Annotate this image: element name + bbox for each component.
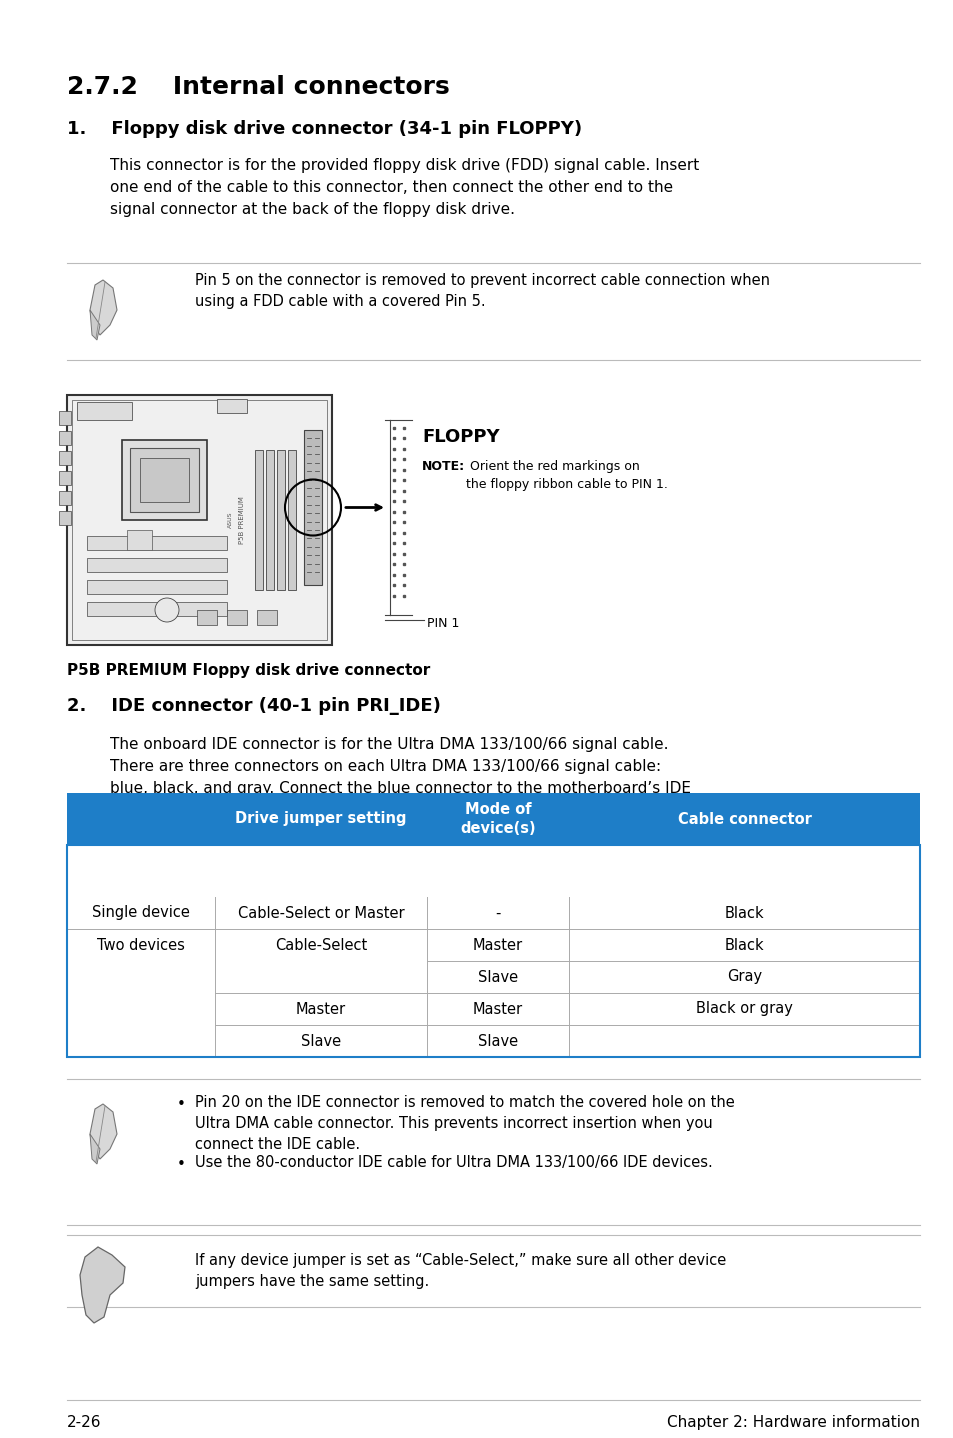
Polygon shape xyxy=(90,1104,117,1159)
Text: Slave: Slave xyxy=(477,969,517,985)
Bar xyxy=(59,472,71,485)
Text: Master: Master xyxy=(295,1001,346,1017)
Text: Cable-Select: Cable-Select xyxy=(274,938,367,952)
Bar xyxy=(59,510,71,525)
Bar xyxy=(276,450,285,590)
Text: PIN 1: PIN 1 xyxy=(427,617,459,630)
Text: Gray: Gray xyxy=(726,969,761,985)
Bar xyxy=(288,450,295,590)
Bar xyxy=(59,452,71,464)
Text: Single device: Single device xyxy=(92,906,190,920)
Text: This connector is for the provided floppy disk drive (FDD) signal cable. Insert
: This connector is for the provided flopp… xyxy=(110,158,699,217)
Bar xyxy=(59,411,71,426)
Polygon shape xyxy=(90,311,100,339)
Bar xyxy=(71,400,327,640)
Polygon shape xyxy=(90,280,117,335)
Text: Orient the red markings on
the floppy ribbon cable to PIN 1.: Orient the red markings on the floppy ri… xyxy=(465,460,667,490)
Text: Two devices: Two devices xyxy=(97,938,185,952)
Text: 2.    IDE connector (40-1 pin PRI_IDE): 2. IDE connector (40-1 pin PRI_IDE) xyxy=(67,697,440,715)
Text: If any device jumper is set as “Cable-Select,” make sure all other device
jumper: If any device jumper is set as “Cable-Se… xyxy=(194,1252,725,1288)
Bar xyxy=(59,431,71,444)
Text: Mode of
device(s): Mode of device(s) xyxy=(459,802,536,835)
Text: •: • xyxy=(177,1097,186,1112)
Bar xyxy=(87,558,227,572)
Bar xyxy=(216,398,247,413)
Bar xyxy=(256,610,276,626)
Polygon shape xyxy=(80,1247,125,1323)
Text: Master: Master xyxy=(473,938,522,952)
Text: 2-26: 2-26 xyxy=(67,1415,101,1429)
Bar xyxy=(87,536,227,549)
Bar xyxy=(67,792,919,846)
Text: Master: Master xyxy=(473,1001,522,1017)
Polygon shape xyxy=(90,1135,100,1163)
Text: ASUS: ASUS xyxy=(227,512,233,528)
Bar xyxy=(67,1025,919,1057)
Bar xyxy=(122,440,207,521)
Text: Pin 20 on the IDE connector is removed to match the covered hole on the
Ultra DM: Pin 20 on the IDE connector is removed t… xyxy=(194,1094,734,1152)
Text: Black: Black xyxy=(724,938,763,952)
Text: Chapter 2: Hardware information: Chapter 2: Hardware information xyxy=(666,1415,919,1429)
Text: Drive jumper setting: Drive jumper setting xyxy=(235,811,406,827)
Text: Use the 80-conductor IDE cable for Ultra DMA 133/100/66 IDE devices.: Use the 80-conductor IDE cable for Ultra… xyxy=(194,1155,712,1171)
Text: Pin 5 on the connector is removed to prevent incorrect cable connection when
usi: Pin 5 on the connector is removed to pre… xyxy=(194,273,769,309)
Text: •: • xyxy=(177,1158,186,1172)
Bar xyxy=(140,457,189,502)
Text: Slave: Slave xyxy=(300,1034,341,1048)
Bar xyxy=(67,994,919,1025)
Text: Black or gray: Black or gray xyxy=(696,1001,792,1017)
Text: NOTE:: NOTE: xyxy=(421,460,465,473)
Text: -: - xyxy=(495,906,500,920)
Bar xyxy=(77,403,132,420)
Text: P5B PREMIUM Floppy disk drive connector: P5B PREMIUM Floppy disk drive connector xyxy=(67,663,430,677)
Text: Cable connector: Cable connector xyxy=(677,811,811,827)
Bar xyxy=(227,610,247,626)
Bar xyxy=(130,449,199,512)
Text: Slave: Slave xyxy=(477,1034,517,1048)
Bar xyxy=(196,610,216,626)
Text: The onboard IDE connector is for the Ultra DMA 133/100/66 signal cable.
There ar: The onboard IDE connector is for the Ult… xyxy=(110,738,691,818)
Text: FLOPPY: FLOPPY xyxy=(421,429,499,446)
Text: Black: Black xyxy=(724,906,763,920)
Bar xyxy=(67,395,332,646)
Text: 1.    Floppy disk drive connector (34-1 pin FLOPPY): 1. Floppy disk drive connector (34-1 pin… xyxy=(67,119,581,138)
Text: Cable-Select or Master: Cable-Select or Master xyxy=(237,906,404,920)
Bar xyxy=(304,430,322,585)
Bar xyxy=(67,961,919,994)
Bar xyxy=(67,897,919,929)
Bar xyxy=(254,450,263,590)
Bar xyxy=(59,490,71,505)
Bar xyxy=(266,450,274,590)
Bar xyxy=(67,846,919,1057)
Text: P5B PREMIUM: P5B PREMIUM xyxy=(239,496,245,544)
Circle shape xyxy=(154,598,179,623)
Text: 2.7.2    Internal connectors: 2.7.2 Internal connectors xyxy=(67,75,449,99)
Bar xyxy=(127,531,152,549)
Bar xyxy=(87,580,227,594)
Bar xyxy=(87,603,227,615)
Bar xyxy=(67,929,919,961)
